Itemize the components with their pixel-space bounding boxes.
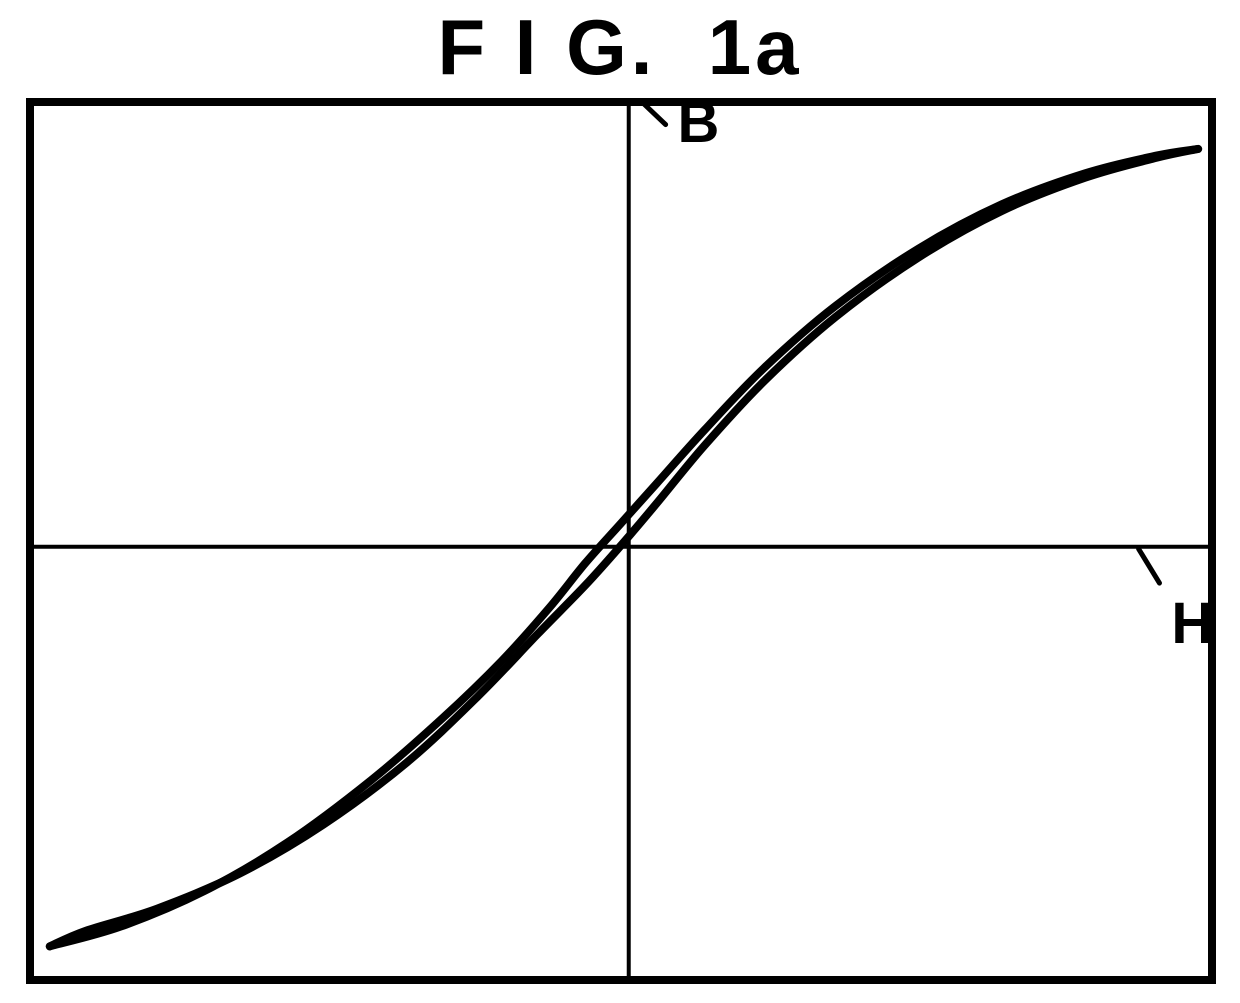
hysteresis-chart: B H [26,98,1216,984]
chart-svg [26,98,1216,984]
axis-label-b: B [678,89,720,156]
page: F I G. 1a B H [0,0,1240,1003]
axis-label-h: H [1171,590,1213,657]
figure-title: F I G. 1a [0,2,1240,93]
